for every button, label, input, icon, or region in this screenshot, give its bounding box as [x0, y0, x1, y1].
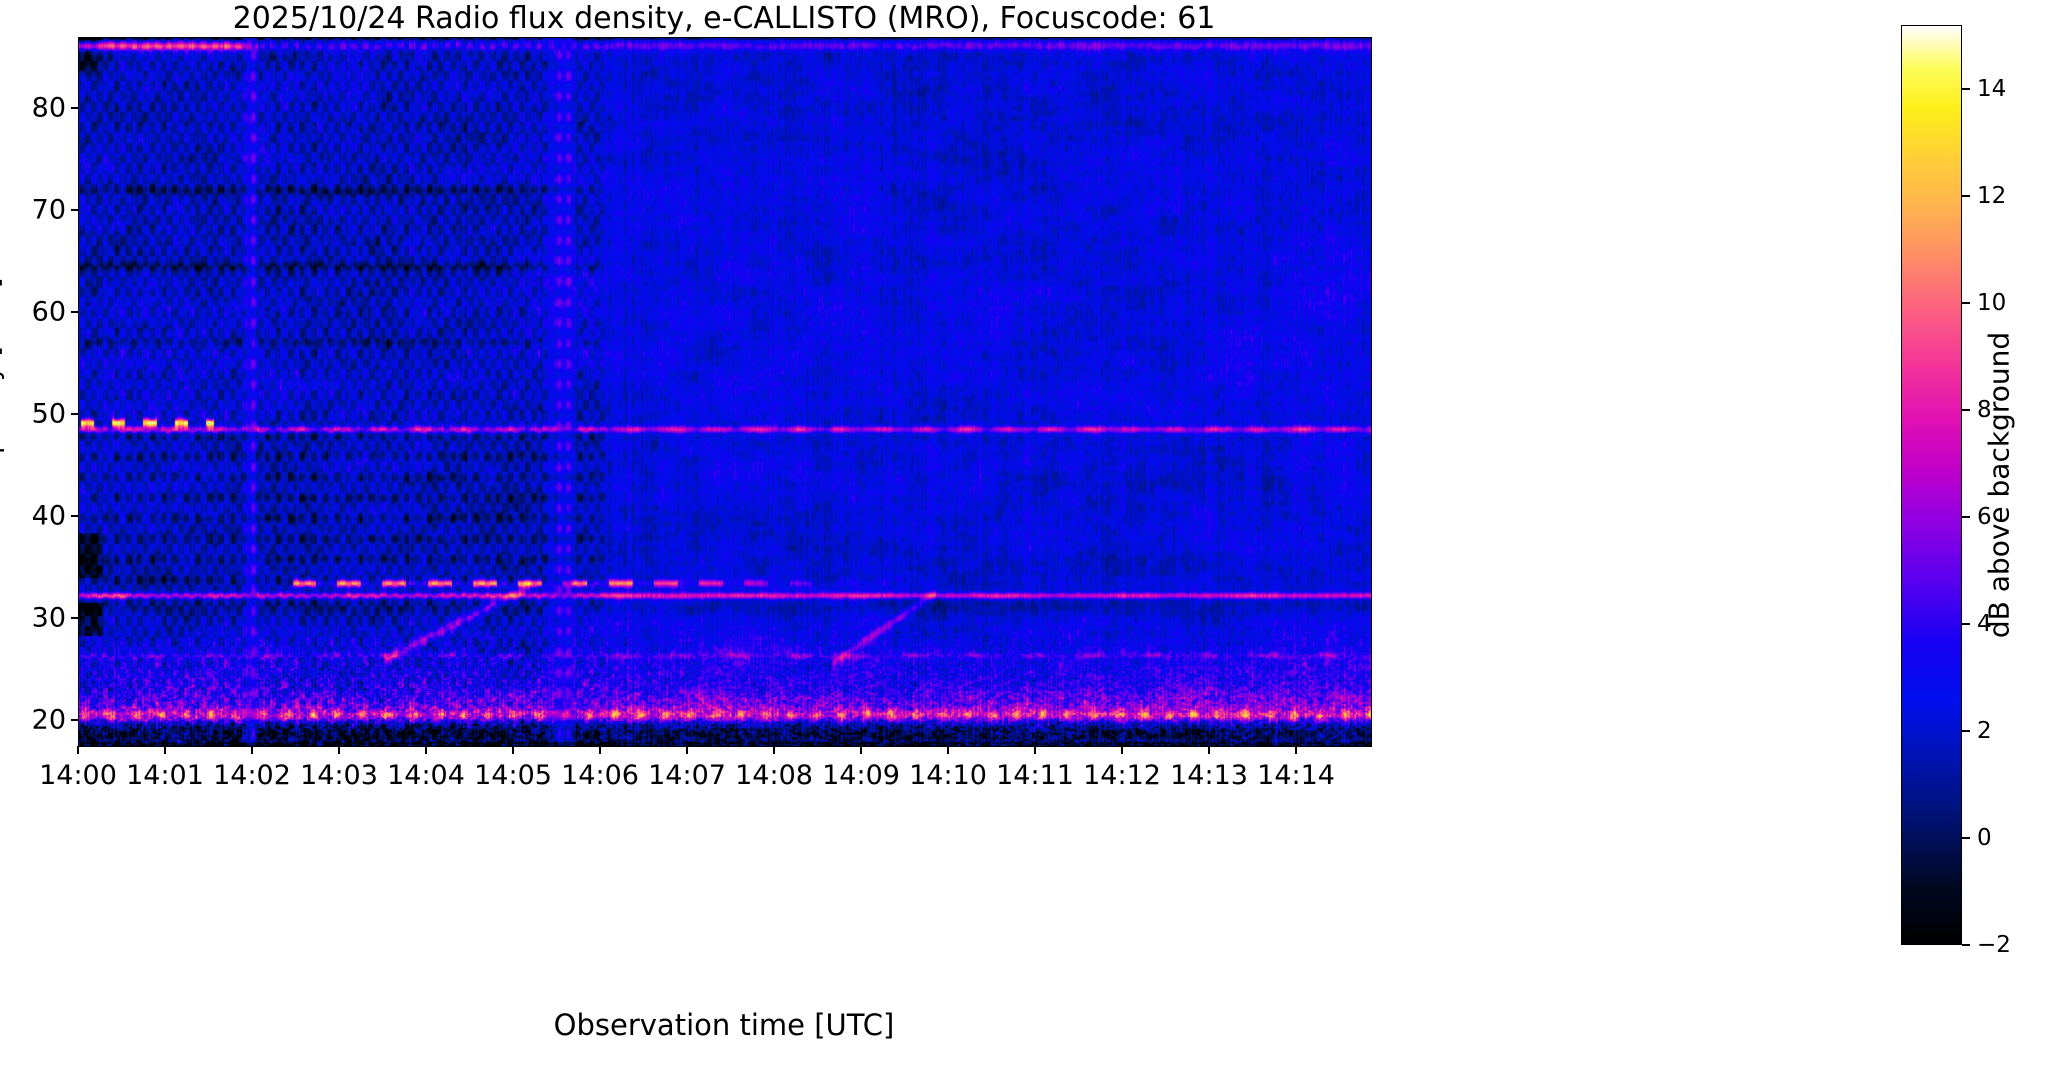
x-tick-mark	[599, 746, 602, 754]
y-tick-label: 70	[31, 194, 66, 226]
x-tick-label: 14:01	[126, 760, 204, 791]
x-tick-label: 14:08	[735, 760, 813, 791]
colorbar-container[interactable]: −2 0 2 4 6 8 10 12 14	[1901, 25, 2011, 958]
colorbar-tick-label: 8	[1977, 397, 1992, 424]
colorbar-tick-mark	[1962, 302, 1970, 305]
y-tick-mark	[71, 107, 78, 110]
y-tick-label: 30	[31, 602, 66, 634]
x-tick-label: 14:05	[474, 760, 552, 791]
y-axis-label: Frequency [MHz]	[0, 277, 6, 505]
x-tick-label: 14:04	[387, 760, 465, 791]
x-tick-label: 14:07	[648, 760, 726, 791]
colorbar-tick-label: 4	[1977, 611, 1992, 638]
x-tick-mark	[164, 746, 166, 754]
colorbar-tick-label: −2	[1977, 932, 2011, 958]
y-tick-mark	[71, 412, 78, 415]
y-tick-label: 50	[31, 398, 66, 430]
x-tick-label: 14:02	[213, 760, 291, 791]
x-tick-mark	[251, 746, 253, 754]
colorbar-tick-label: 14	[1977, 76, 2007, 103]
colorbar-tick-label: 2	[1977, 718, 1992, 745]
spectrogram-axes[interactable]	[78, 37, 1372, 747]
x-tick-label: 14:14	[1257, 760, 1335, 791]
colorbar-tick-label: 10	[1977, 290, 2007, 317]
y-tick-mark	[71, 311, 78, 314]
x-tick-label: 14:06	[561, 760, 639, 791]
x-axis-label: Observation time [UTC]	[553, 1008, 895, 1042]
y-tick-mark	[71, 514, 78, 517]
colorbar-tick-mark	[1962, 409, 1970, 412]
colorbar-tick-label: 6	[1977, 504, 1992, 531]
x-tick-mark	[1295, 746, 1298, 754]
x-tick-label: 14:09	[822, 760, 900, 791]
y-tick-label: 40	[31, 500, 66, 532]
x-tick-label: 14:13	[1170, 760, 1248, 791]
colorbar-tick-mark	[1962, 88, 1970, 91]
spectrogram-image	[79, 38, 1371, 746]
y-tick-mark	[71, 616, 78, 619]
x-tick-mark	[947, 746, 950, 754]
colorbar-label: dB above background	[1982, 331, 2016, 639]
x-tick-mark	[77, 746, 79, 754]
x-tick-label: 14:03	[300, 760, 378, 791]
x-tick-mark	[686, 746, 689, 754]
colorbar-tick-mark	[1962, 944, 1970, 946]
colorbar-gradient	[1901, 25, 1962, 945]
x-tick-mark	[338, 746, 340, 754]
y-tick-label: 60	[31, 296, 66, 328]
x-tick-label: 14:12	[1083, 760, 1161, 791]
colorbar-tick-mark	[1962, 837, 1970, 840]
y-tick-label: 20	[31, 704, 66, 736]
y-tick-mark	[71, 718, 78, 721]
x-tick-mark	[1034, 746, 1037, 754]
colorbar-tick-mark	[1962, 516, 1970, 519]
x-tick-mark	[1121, 746, 1124, 754]
colorbar-tick-mark	[1962, 730, 1970, 733]
x-tick-label: 14:11	[996, 760, 1074, 791]
colorbar-tick-label: 0	[1977, 825, 1992, 852]
colorbar-tick-label: 12	[1977, 183, 2007, 210]
x-tick-mark	[425, 746, 427, 754]
x-tick-label: 14:00	[39, 760, 117, 791]
x-tick-mark	[860, 746, 863, 754]
colorbar-tick-mark	[1962, 195, 1970, 198]
colorbar-tick-mark	[1962, 623, 1970, 626]
x-tick-mark	[512, 746, 515, 754]
y-tick-mark	[71, 209, 78, 212]
page-title: 2025/10/24 Radio flux density, e-CALLIST…	[232, 1, 1216, 36]
x-tick-label: 14:10	[909, 760, 987, 791]
x-tick-mark	[1208, 746, 1211, 754]
y-tick-label: 80	[31, 92, 66, 124]
x-tick-mark	[773, 746, 776, 754]
